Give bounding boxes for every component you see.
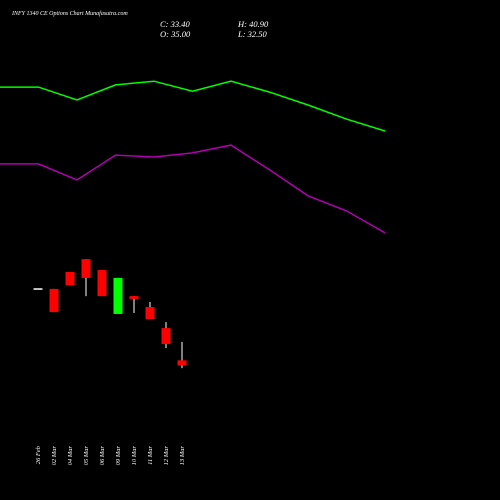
candle-body bbox=[161, 328, 171, 345]
candle-body bbox=[113, 277, 123, 314]
low-label: L: 32.50 bbox=[237, 29, 268, 39]
x-tick-label: 06 Mar bbox=[99, 446, 106, 466]
x-tick-label: 12 Mar bbox=[163, 446, 170, 466]
x-tick-label: 26 Feb bbox=[35, 445, 42, 464]
x-tick-label: 11 Mar bbox=[147, 446, 154, 465]
x-tick-label: 02 Mar bbox=[51, 446, 58, 466]
x-tick-label: 09 Mar bbox=[115, 446, 122, 466]
high-label: H: 40.90 bbox=[237, 19, 269, 29]
candle-body bbox=[177, 360, 187, 366]
moving-line bbox=[0, 80, 386, 132]
close-label: C: 33.40 bbox=[160, 19, 191, 29]
candle-body bbox=[145, 307, 155, 319]
chart-title: INFY 1340 CE Options Chart Munafasutra.c… bbox=[11, 10, 128, 17]
candle-body bbox=[129, 296, 139, 299]
candle-body bbox=[65, 271, 75, 286]
x-tick-label: 05 Mar bbox=[83, 446, 90, 466]
x-tick-label: 04 Mar bbox=[67, 446, 74, 466]
x-tick-label: 13 Mar bbox=[179, 446, 186, 466]
candle-body bbox=[49, 288, 59, 313]
candle-body bbox=[33, 288, 43, 290]
moving-line bbox=[0, 144, 386, 234]
candle-body bbox=[97, 270, 107, 297]
x-tick-label: 10 Mar bbox=[131, 446, 138, 466]
candle-body bbox=[81, 259, 91, 278]
open-label: O: 35.00 bbox=[160, 29, 191, 39]
